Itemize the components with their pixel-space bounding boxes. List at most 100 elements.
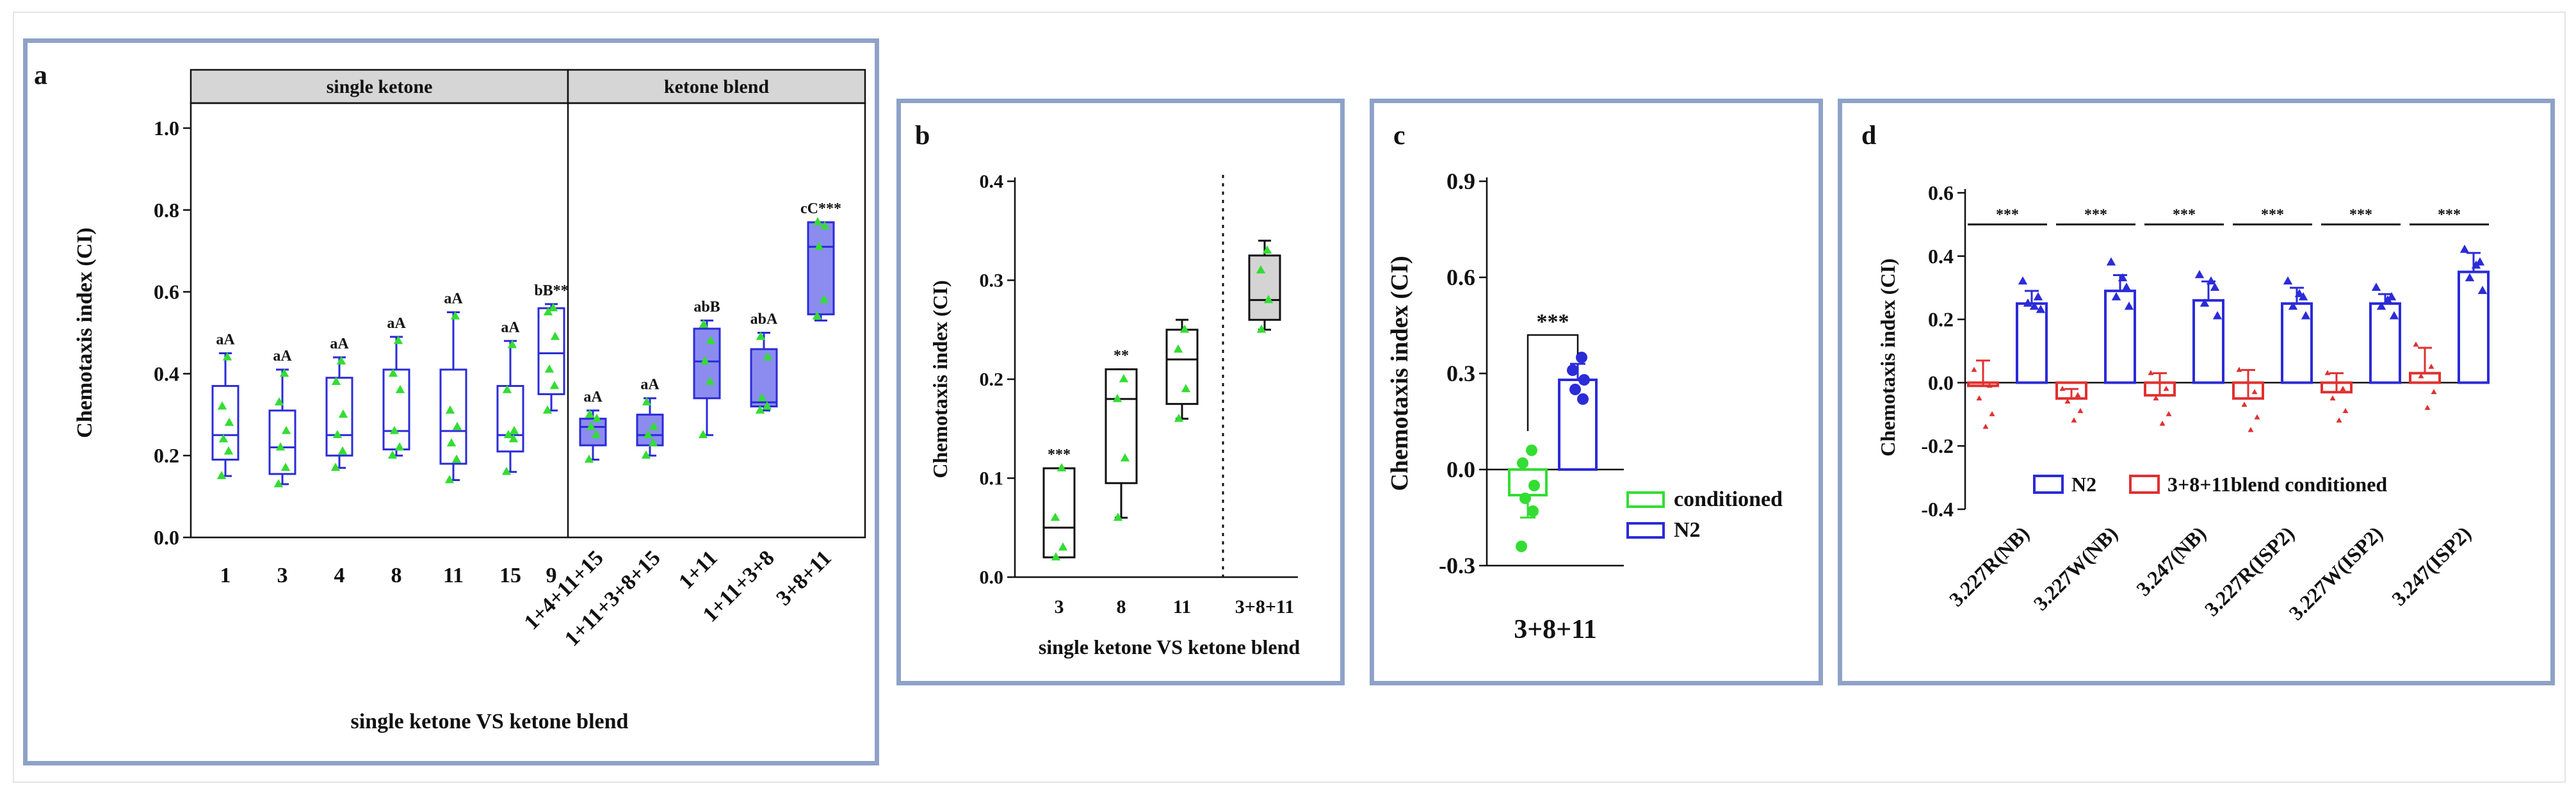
data-point bbox=[2166, 411, 2172, 416]
data-point bbox=[2424, 404, 2431, 410]
data-point bbox=[705, 377, 715, 385]
data-point bbox=[501, 466, 512, 475]
data-point bbox=[2064, 398, 2071, 404]
y-tick-label: -0.3 bbox=[1439, 553, 1475, 578]
data-point bbox=[451, 454, 462, 463]
data-point bbox=[502, 384, 512, 393]
data-point bbox=[1989, 411, 1995, 416]
figure-frame bbox=[13, 12, 2566, 783]
y-tick-label: 0.4 bbox=[980, 171, 1004, 192]
data-point bbox=[819, 295, 829, 304]
data-point bbox=[2029, 301, 2039, 310]
significance-label: *** bbox=[2173, 206, 2196, 223]
data-point bbox=[2071, 417, 2077, 423]
data-point bbox=[223, 446, 234, 455]
y-axis-title: Chemotaxis index (CI) bbox=[1386, 256, 1413, 491]
data-point bbox=[549, 380, 560, 389]
data-point bbox=[1256, 265, 1266, 274]
panel-c-chart: c -0.3 0.0 0.3 0.6 0.9 Chemotaxis index (CI) 3+… bbox=[1386, 121, 1783, 644]
data-point bbox=[394, 442, 405, 451]
legend-label: 3+8+11blend conditioned bbox=[2167, 473, 2387, 496]
data-point bbox=[446, 438, 457, 446]
x-axis-title: single ketone VS ketone blend bbox=[1039, 635, 1300, 658]
bar-n2 bbox=[2016, 302, 2048, 384]
data-point bbox=[444, 475, 455, 484]
y-axis-title: Chemotaxis index (CI) bbox=[1876, 258, 1899, 456]
data-point bbox=[2248, 427, 2254, 432]
panel-label-c: c bbox=[1393, 121, 1405, 151]
box-3+8+11 bbox=[1248, 254, 1281, 321]
data-point bbox=[700, 356, 710, 365]
y-tick-label: 0.1 bbox=[980, 468, 1004, 489]
y-tick-label: 0.6 bbox=[1928, 181, 1954, 204]
data-point bbox=[642, 397, 652, 405]
x-tick-label: 3.227W(ISP2) bbox=[2284, 521, 2387, 625]
significance-label: aA bbox=[273, 348, 292, 364]
x-tick-label: 1+11 bbox=[674, 546, 722, 594]
box-3+8+11 bbox=[807, 221, 835, 316]
data-point bbox=[812, 311, 822, 320]
significance-label: cC*** bbox=[800, 200, 841, 217]
significance-label: abB bbox=[693, 298, 720, 315]
data-point bbox=[450, 311, 460, 320]
significance-label: *** bbox=[2261, 206, 2284, 223]
data-point bbox=[1050, 512, 1060, 521]
data-point bbox=[763, 352, 773, 361]
data-point bbox=[387, 450, 398, 459]
significance-label: *** bbox=[1537, 310, 1569, 334]
y-tick-label: 0.2 bbox=[154, 444, 179, 467]
box-3 bbox=[268, 409, 296, 475]
data-point bbox=[1256, 324, 1267, 333]
panel-d-chart: d -0.4 -0.2 0.0 0.2 0.4 0.6 Chemotaxis index (C… bbox=[1861, 121, 2490, 625]
panel-c: c -0.3 0.0 0.3 0.6 0.9 Chemotaxis index (CI) 3+… bbox=[1370, 99, 1823, 685]
y-axis-title: Chemotaxis index (CI) bbox=[73, 227, 97, 438]
data-point bbox=[2477, 286, 2488, 294]
data-point bbox=[279, 368, 289, 377]
x-tick-label: 3.227R(ISP2) bbox=[2200, 521, 2299, 620]
y-tick-label: 0.0 bbox=[980, 567, 1004, 588]
y-tick-label: 0.4 bbox=[1928, 245, 1954, 268]
data-point bbox=[699, 319, 709, 328]
significance-label: aA bbox=[501, 319, 520, 336]
data-point bbox=[586, 421, 596, 430]
data-point bbox=[2428, 363, 2434, 369]
data-point bbox=[1058, 542, 1068, 551]
data-point bbox=[2121, 282, 2132, 291]
data-point bbox=[2059, 386, 2066, 391]
data-point bbox=[2431, 389, 2437, 395]
data-point bbox=[2194, 270, 2205, 279]
data-point bbox=[591, 430, 601, 439]
data-point bbox=[1519, 493, 1531, 504]
x-tick-label: 3.227R(NB) bbox=[1945, 521, 2034, 610]
strip-label-single-ketone: single ketone bbox=[327, 76, 433, 97]
data-point bbox=[507, 339, 517, 348]
data-point bbox=[389, 425, 400, 434]
data-point bbox=[2106, 257, 2116, 266]
y-tick-label: 0.2 bbox=[1928, 308, 1954, 331]
data-point bbox=[2340, 386, 2346, 391]
data-point bbox=[1174, 413, 1184, 422]
data-point bbox=[222, 352, 232, 361]
y-tick-label: 0.0 bbox=[1928, 371, 1954, 394]
data-point bbox=[1051, 552, 1061, 560]
data-point bbox=[2389, 311, 2399, 320]
data-point bbox=[550, 331, 560, 340]
data-point bbox=[1119, 374, 1129, 382]
data-point bbox=[224, 418, 234, 426]
x-tick-label: 15 bbox=[499, 564, 521, 587]
data-point bbox=[2301, 311, 2311, 320]
data-point bbox=[1578, 374, 1590, 386]
data-point bbox=[542, 405, 553, 414]
data-point bbox=[2418, 373, 2424, 379]
data-point bbox=[592, 413, 602, 422]
data-point bbox=[330, 462, 341, 471]
data-point bbox=[1113, 512, 1123, 521]
y-tick-label: 0.4 bbox=[154, 362, 179, 385]
data-point bbox=[2288, 301, 2298, 310]
data-point bbox=[2336, 417, 2342, 423]
y-tick-label: -0.2 bbox=[1921, 434, 1954, 457]
significance-label: aA bbox=[387, 315, 406, 332]
data-point bbox=[273, 478, 284, 487]
significance-label: aA bbox=[640, 377, 660, 393]
data-point bbox=[2018, 276, 2028, 285]
